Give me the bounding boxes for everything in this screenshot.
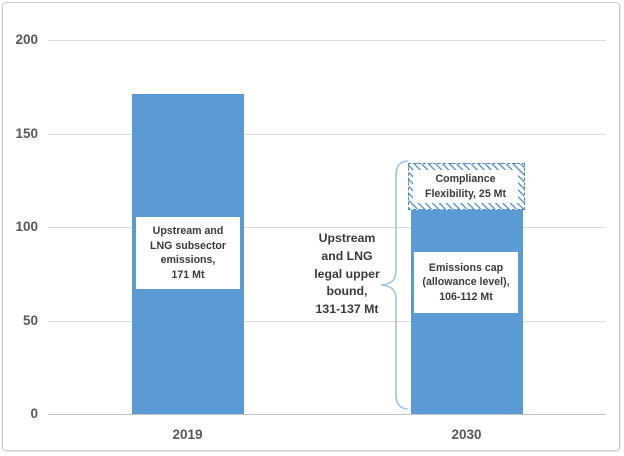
y-tick-label-200: 200 — [15, 32, 38, 47]
x-category-label-2019: 2019 — [172, 427, 203, 442]
x-axis-line — [48, 414, 606, 415]
y-tick-label-150: 150 — [15, 125, 38, 141]
brace-path — [380, 160, 408, 410]
x-category-label-2030: 2030 — [451, 427, 482, 442]
gridline-200 — [48, 40, 606, 41]
y-tick-label-100: 100 — [15, 219, 38, 234]
gridline-150 — [48, 133, 606, 135]
left-curly-brace — [380, 160, 408, 410]
y-tick-label-50: 50 — [22, 312, 38, 328]
compliance-flexibility-data-label: Compliance Flexibility, 25 Mt — [413, 170, 518, 203]
gridline-50 — [48, 320, 606, 322]
legal-upper-bound-annotation: Upstream and LNG legal upper bound, 131-… — [314, 231, 380, 317]
emissions-cap-data-label: Emissions cap (allowance level), 106-112… — [414, 252, 518, 313]
y-tick-label-0: 0 — [30, 406, 38, 421]
bar-2019-data-label: Upstream and LNG subsector emissions, 17… — [136, 217, 240, 289]
gridline-100 — [48, 227, 606, 228]
